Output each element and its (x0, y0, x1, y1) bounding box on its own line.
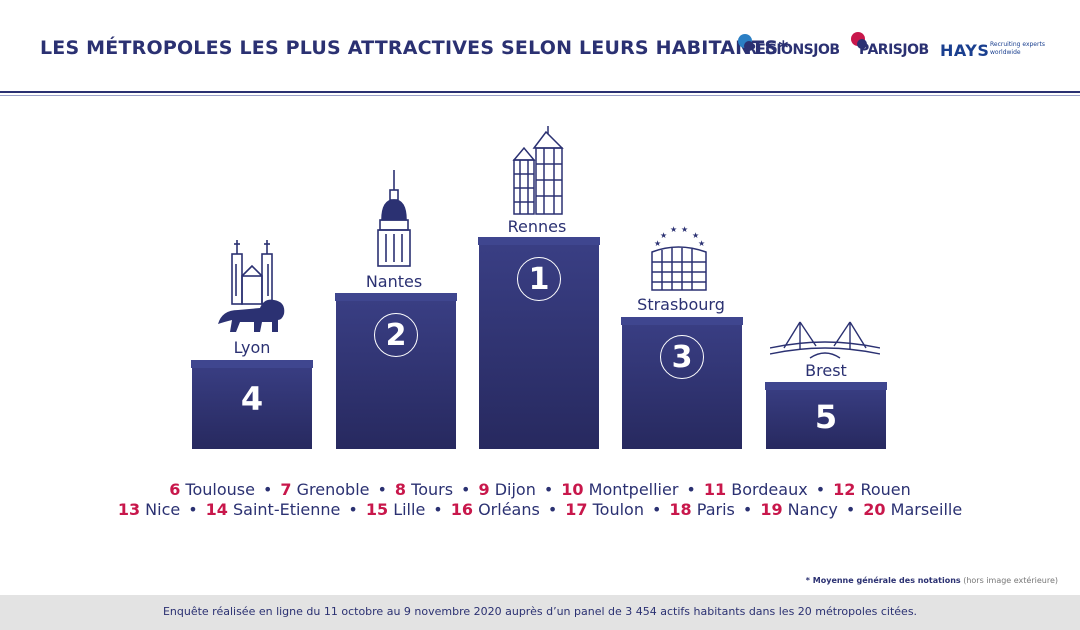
bullet-separator: • (262, 480, 273, 499)
footnote: * Moyenne générale des notations (hors i… (806, 576, 1058, 585)
bar-rennes: 1 (478, 237, 600, 449)
svg-text:★: ★ (660, 231, 667, 240)
footnote-bold: * Moyenne générale des notations (805, 576, 961, 585)
bar-top (621, 317, 743, 325)
parisjob-logo-icon (851, 32, 867, 49)
header-divider (0, 91, 1080, 93)
rank-nantes: 2 (374, 313, 418, 357)
city-rank-number: 16 (450, 500, 473, 519)
bullet-separator: • (348, 500, 358, 519)
city-label-lyon: Lyon (233, 338, 271, 357)
city-rank-number: 6 (169, 480, 181, 499)
bullet-separator: • (433, 500, 443, 519)
bar-top (765, 382, 887, 390)
bullet-separator: • (188, 500, 198, 519)
parisjob-logo-text: PARISJOB (859, 42, 929, 58)
city-rank-number: 9 (478, 480, 490, 499)
city-rank-number: 20 (863, 500, 886, 519)
city-rank-number: 19 (760, 500, 783, 519)
footnote-grey: (hors image extérieure) (963, 576, 1058, 585)
rank-rennes: 1 (517, 257, 561, 301)
city-label-nantes: Nantes (365, 272, 423, 291)
other-cities-row-1: 6 Toulouse • 7 Grenoble • 8 Tours • 9 Dijon • 10… (0, 480, 1080, 499)
city-name: Marseille (885, 500, 963, 519)
bullet-separator: • (686, 480, 696, 499)
partner-logos: REGIONSJOB PARISJOB HAYS Recruiting expe… (736, 30, 1066, 70)
bar-strasbourg: 3 (621, 317, 743, 449)
bar-top (191, 360, 313, 368)
city-name: Bordeaux (726, 480, 808, 499)
city-name: Nancy (782, 500, 838, 519)
city-name: Paris (691, 500, 735, 519)
bar-brest: 5 (765, 382, 887, 449)
city-rank-number: 15 (365, 500, 389, 519)
strasbourg-parliament-stars-icon: ★★ ★★ ★ ★ (651, 226, 707, 291)
city-rank-number: 17 (565, 500, 588, 519)
svg-text:★: ★ (681, 226, 688, 234)
bullet-separator: • (543, 480, 554, 499)
svg-text:★: ★ (692, 231, 699, 240)
bullet-separator: • (742, 500, 753, 519)
city-name: Saint-Etienne (227, 500, 341, 519)
city-rank-number: 11 (703, 480, 727, 499)
svg-text:★: ★ (670, 226, 677, 234)
bullet-separator: • (461, 480, 471, 499)
city-name: Nice (140, 500, 181, 519)
svg-text:★: ★ (698, 239, 705, 248)
city-name: Orléans (473, 500, 540, 519)
bar-nantes: 2 (335, 293, 457, 449)
rank-brest: 5 (814, 398, 838, 436)
city-name: Toulon (587, 500, 644, 519)
city-name: Lille (388, 500, 426, 519)
footer-bar: Enquête réalisée en ligne du 11 octobre … (0, 595, 1080, 630)
brest-bridge-icon (770, 321, 880, 359)
city-rank-number: 7 (280, 480, 292, 499)
city-name: Rouen (855, 480, 911, 499)
svg-text:★: ★ (654, 239, 661, 248)
regionsjob-logo-icon (738, 34, 754, 51)
city-label-strasbourg: Strasbourg (637, 295, 725, 314)
rank-lyon: 4 (240, 380, 264, 418)
rennes-timbered-houses-icon (512, 126, 564, 215)
city-name: Grenoble (291, 480, 370, 499)
bullet-separator: • (651, 500, 662, 519)
city-label-brest: Brest (805, 361, 847, 380)
city-rank-number: 12 (833, 480, 856, 499)
bullet-separator: • (377, 480, 387, 499)
page-title: LES MÉTROPOLES LES PLUS ATTRACTIVES SELO… (40, 37, 789, 59)
city-name: Toulouse (180, 480, 255, 499)
footer-text: Enquête réalisée en ligne du 11 octobre … (162, 605, 918, 618)
city-rank-number: 13 (117, 500, 141, 519)
city-label-rennes: Rennes (507, 217, 567, 236)
regionsjob-logo-text: REGIONSJOB (746, 42, 840, 58)
city-name: Dijon (489, 480, 536, 499)
city-name: Montpellier (583, 480, 679, 499)
bar-top (478, 237, 600, 245)
city-rank-number: 8 (394, 480, 407, 499)
other-cities-row-2: 13 Nice • 14 Saint-Etienne • 15 Lille • 16 Orl… (0, 500, 1080, 519)
hays-logo-text: HAYS (940, 41, 990, 60)
city-rank-number: 10 (561, 480, 584, 499)
bar-lyon: 4 (191, 360, 313, 449)
hays-tagline-2: worldwide (990, 49, 1021, 56)
nantes-dome-icon (377, 170, 411, 267)
city-rank-number: 14 (205, 500, 228, 519)
rank-strasbourg: 3 (660, 335, 704, 379)
city-rank-number: 18 (669, 500, 692, 519)
city-name: Tours (406, 480, 454, 499)
bullet-separator: • (845, 500, 856, 519)
lyon-basilica-lion-icon (218, 240, 285, 332)
header-divider-thin (0, 95, 1080, 96)
bar-top (335, 293, 457, 301)
bullet-separator: • (547, 500, 558, 519)
hays-tagline-1: Recruiting experts (990, 41, 1045, 48)
bullet-separator: • (815, 480, 826, 499)
